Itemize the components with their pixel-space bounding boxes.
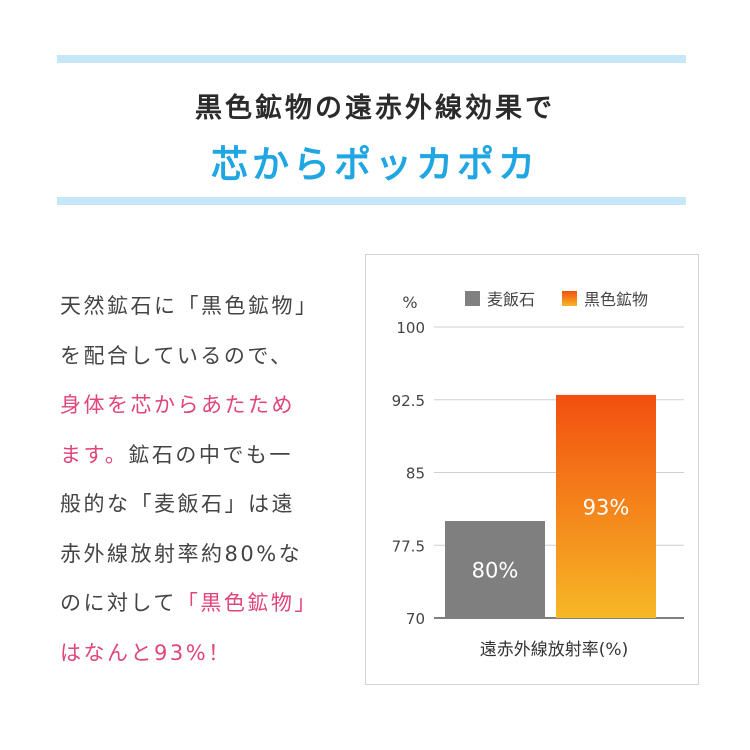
- description-line-8: はなんと93%！: [60, 640, 232, 665]
- bar-black-mineral: [556, 394, 656, 618]
- bar-value-label: 80%: [472, 559, 519, 583]
- y-tick-label: 77.5: [392, 537, 425, 555]
- subheadline: 芯からポッカポカ: [211, 143, 539, 186]
- description-line-5: 般的な「麦飯石」は遠: [60, 492, 295, 516]
- description-line-4-rest: 鉱石の中でも一: [128, 442, 293, 467]
- description-line-7-start: のに対して: [60, 591, 177, 615]
- description-line-4-highlight: ます。: [60, 442, 129, 467]
- y-tick-label: 70: [406, 610, 425, 628]
- description-line-3: 身体を芯からあたため: [60, 393, 295, 417]
- x-axis-label: 遠赤外線放射率(%): [480, 640, 628, 660]
- bottom-accent-band: [57, 197, 686, 205]
- description-text: 天然鉱石に「黒色鉱物」 を配合しているので、 身体を芯からあたため ます。鉱石の…: [60, 282, 360, 678]
- description-line-7: のに対して「黒色鉱物」: [60, 579, 360, 629]
- description-line-4: ます。鉱石の中でも一: [60, 431, 360, 481]
- description-line-1: 天然鉱石に「黒色鉱物」: [60, 294, 319, 318]
- legend-label-bakuhanseki: 麦飯石: [487, 290, 535, 309]
- y-axis-unit: %: [402, 293, 417, 312]
- description-line-6: 赤外線放射率約80%な: [60, 541, 303, 566]
- headline: 黒色鉱物の遠赤外線効果で: [195, 93, 555, 124]
- chart-panel: 70 77.5 85 92.5 100 80% 93% % 麦飯石 黒色鉱物 遠赤外線放射…: [365, 254, 699, 685]
- legend-swatch-black-mineral: [562, 291, 577, 306]
- top-accent-band: [57, 55, 686, 63]
- legend-swatch-bakuhanseki: [465, 291, 480, 306]
- y-tick-label: 100: [396, 319, 425, 337]
- y-tick-label: 92.5: [392, 392, 425, 410]
- emissivity-chart: 70 77.5 85 92.5 100 80% 93% % 麦飯石 黒色鉱物 遠赤外線放射…: [392, 290, 684, 660]
- description-line-7-highlight: 「黒色鉱物」: [176, 591, 318, 615]
- description-line-2: を配合しているので、: [60, 343, 294, 368]
- bar-value-label: 93%: [583, 495, 630, 519]
- bar-bakuhanseki: [445, 521, 545, 618]
- legend-label-black-mineral: 黒色鉱物: [584, 290, 648, 309]
- y-tick-label: 85: [406, 465, 425, 483]
